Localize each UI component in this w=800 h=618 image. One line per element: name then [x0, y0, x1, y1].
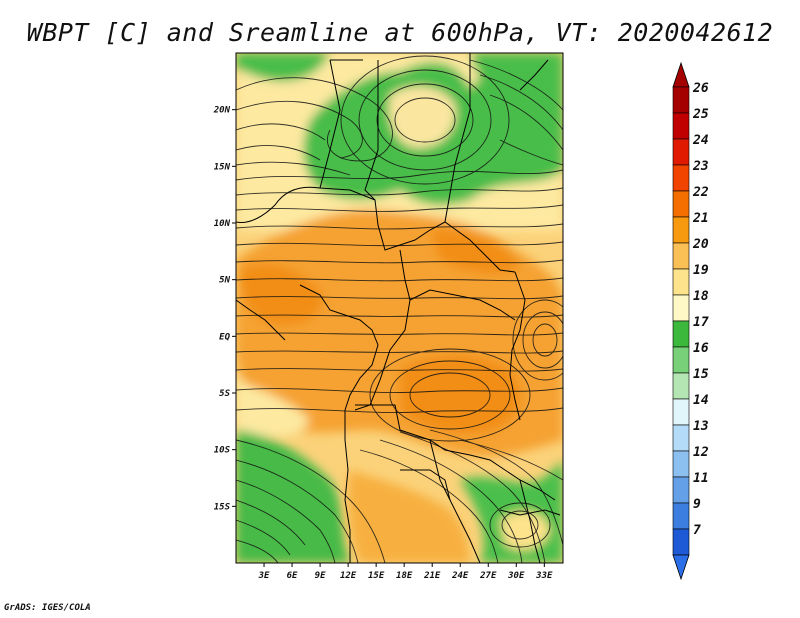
map-frame	[235, 52, 564, 564]
colorbar-label: 16	[693, 341, 709, 356]
colorbar-bottom-arrow	[672, 554, 690, 581]
colorbar-label: 12	[693, 445, 709, 460]
wbpt-shading	[236, 53, 563, 563]
colorbar-swatch	[672, 294, 690, 322]
colorbar-swatch	[672, 372, 690, 400]
colorbar-label: 22	[692, 185, 709, 200]
colorbar-label: 13	[693, 419, 709, 434]
y-tick-label: 10N	[214, 219, 231, 229]
colorbar-label: 23	[692, 159, 709, 174]
colorbar-label: 20	[692, 237, 709, 252]
colorbar-swatch	[672, 450, 690, 478]
colorbar-label: 11	[693, 471, 709, 486]
colorbar-swatch	[672, 398, 690, 426]
colorbar-label: 18	[693, 289, 709, 304]
colorbar-swatch	[672, 86, 690, 114]
y-tick-label: 15S	[214, 502, 231, 512]
colorbar-label: 15	[693, 367, 709, 382]
x-tick-label: 21E	[423, 571, 441, 581]
x-tick-label: 33E	[535, 571, 553, 581]
colorbar-label: 19	[693, 263, 709, 278]
streamlines	[236, 55, 563, 563]
colorbar-swatch	[672, 268, 690, 296]
x-axis: 3E 6E 9E 12E 15E 18E 21E 24E 27E 30E 33E	[258, 563, 553, 581]
colorbar-swatch	[672, 320, 690, 348]
colorbar-swatch	[672, 164, 690, 192]
x-tick-label: 9E	[315, 571, 326, 581]
colorbar-label: 14	[693, 393, 709, 408]
colorbar-swatch	[672, 242, 690, 270]
y-tick-label: EQ	[219, 332, 230, 342]
map-panel	[235, 52, 564, 564]
y-tick-label: 5S	[219, 389, 230, 399]
colorbar-swatch	[672, 502, 690, 530]
x-tick-label: 30E	[507, 571, 525, 581]
colorbar-swatch	[672, 190, 690, 218]
y-tick-label: 15N	[214, 162, 231, 172]
colorbar-label: 17	[693, 315, 709, 330]
colorbar-label: 7	[693, 523, 701, 538]
colorbar-swatch	[672, 138, 690, 166]
colorbar-label: 26	[692, 81, 709, 96]
x-tick-label: 27E	[479, 571, 497, 581]
colorbar-label: 24	[692, 133, 709, 148]
x-tick-label: 6E	[287, 571, 298, 581]
colorbar-swatch	[672, 528, 690, 556]
x-tick-label: 24E	[451, 571, 469, 581]
x-tick-label: 15E	[368, 571, 385, 581]
y-tick-label: 20N	[213, 106, 231, 116]
colorbar-swatch	[672, 346, 690, 374]
x-tick-label: 3E	[258, 571, 270, 581]
colorbar-label: 9	[693, 497, 701, 512]
y-axis: 20N 15N 10N 5N EQ 5S 10S 15S	[213, 106, 236, 512]
grads-credit: GrADS: IGES/COLA	[4, 603, 91, 613]
x-tick-label: 12E	[340, 571, 357, 581]
colorbar-swatch	[672, 112, 690, 140]
colorbar: 26 25 24 23 22 21 20 19 18 17 16 15 14 13 12 11 9 7	[672, 61, 709, 581]
colorbar-swatch	[672, 424, 690, 452]
colorbar-top-arrow	[672, 61, 690, 88]
colorbar-swatch	[672, 476, 690, 504]
plot-title: WBPT [C] and Sreamline at 600hPa, VT: 20…	[26, 18, 774, 47]
colorbar-label: 25	[692, 107, 709, 122]
colorbar-label: 21	[692, 211, 709, 226]
country-borders	[236, 53, 561, 563]
colorbar-swatch	[672, 216, 690, 244]
x-tick-label: 18E	[396, 571, 413, 581]
y-tick-label: 10S	[214, 446, 231, 456]
y-tick-label: 5N	[219, 276, 230, 286]
